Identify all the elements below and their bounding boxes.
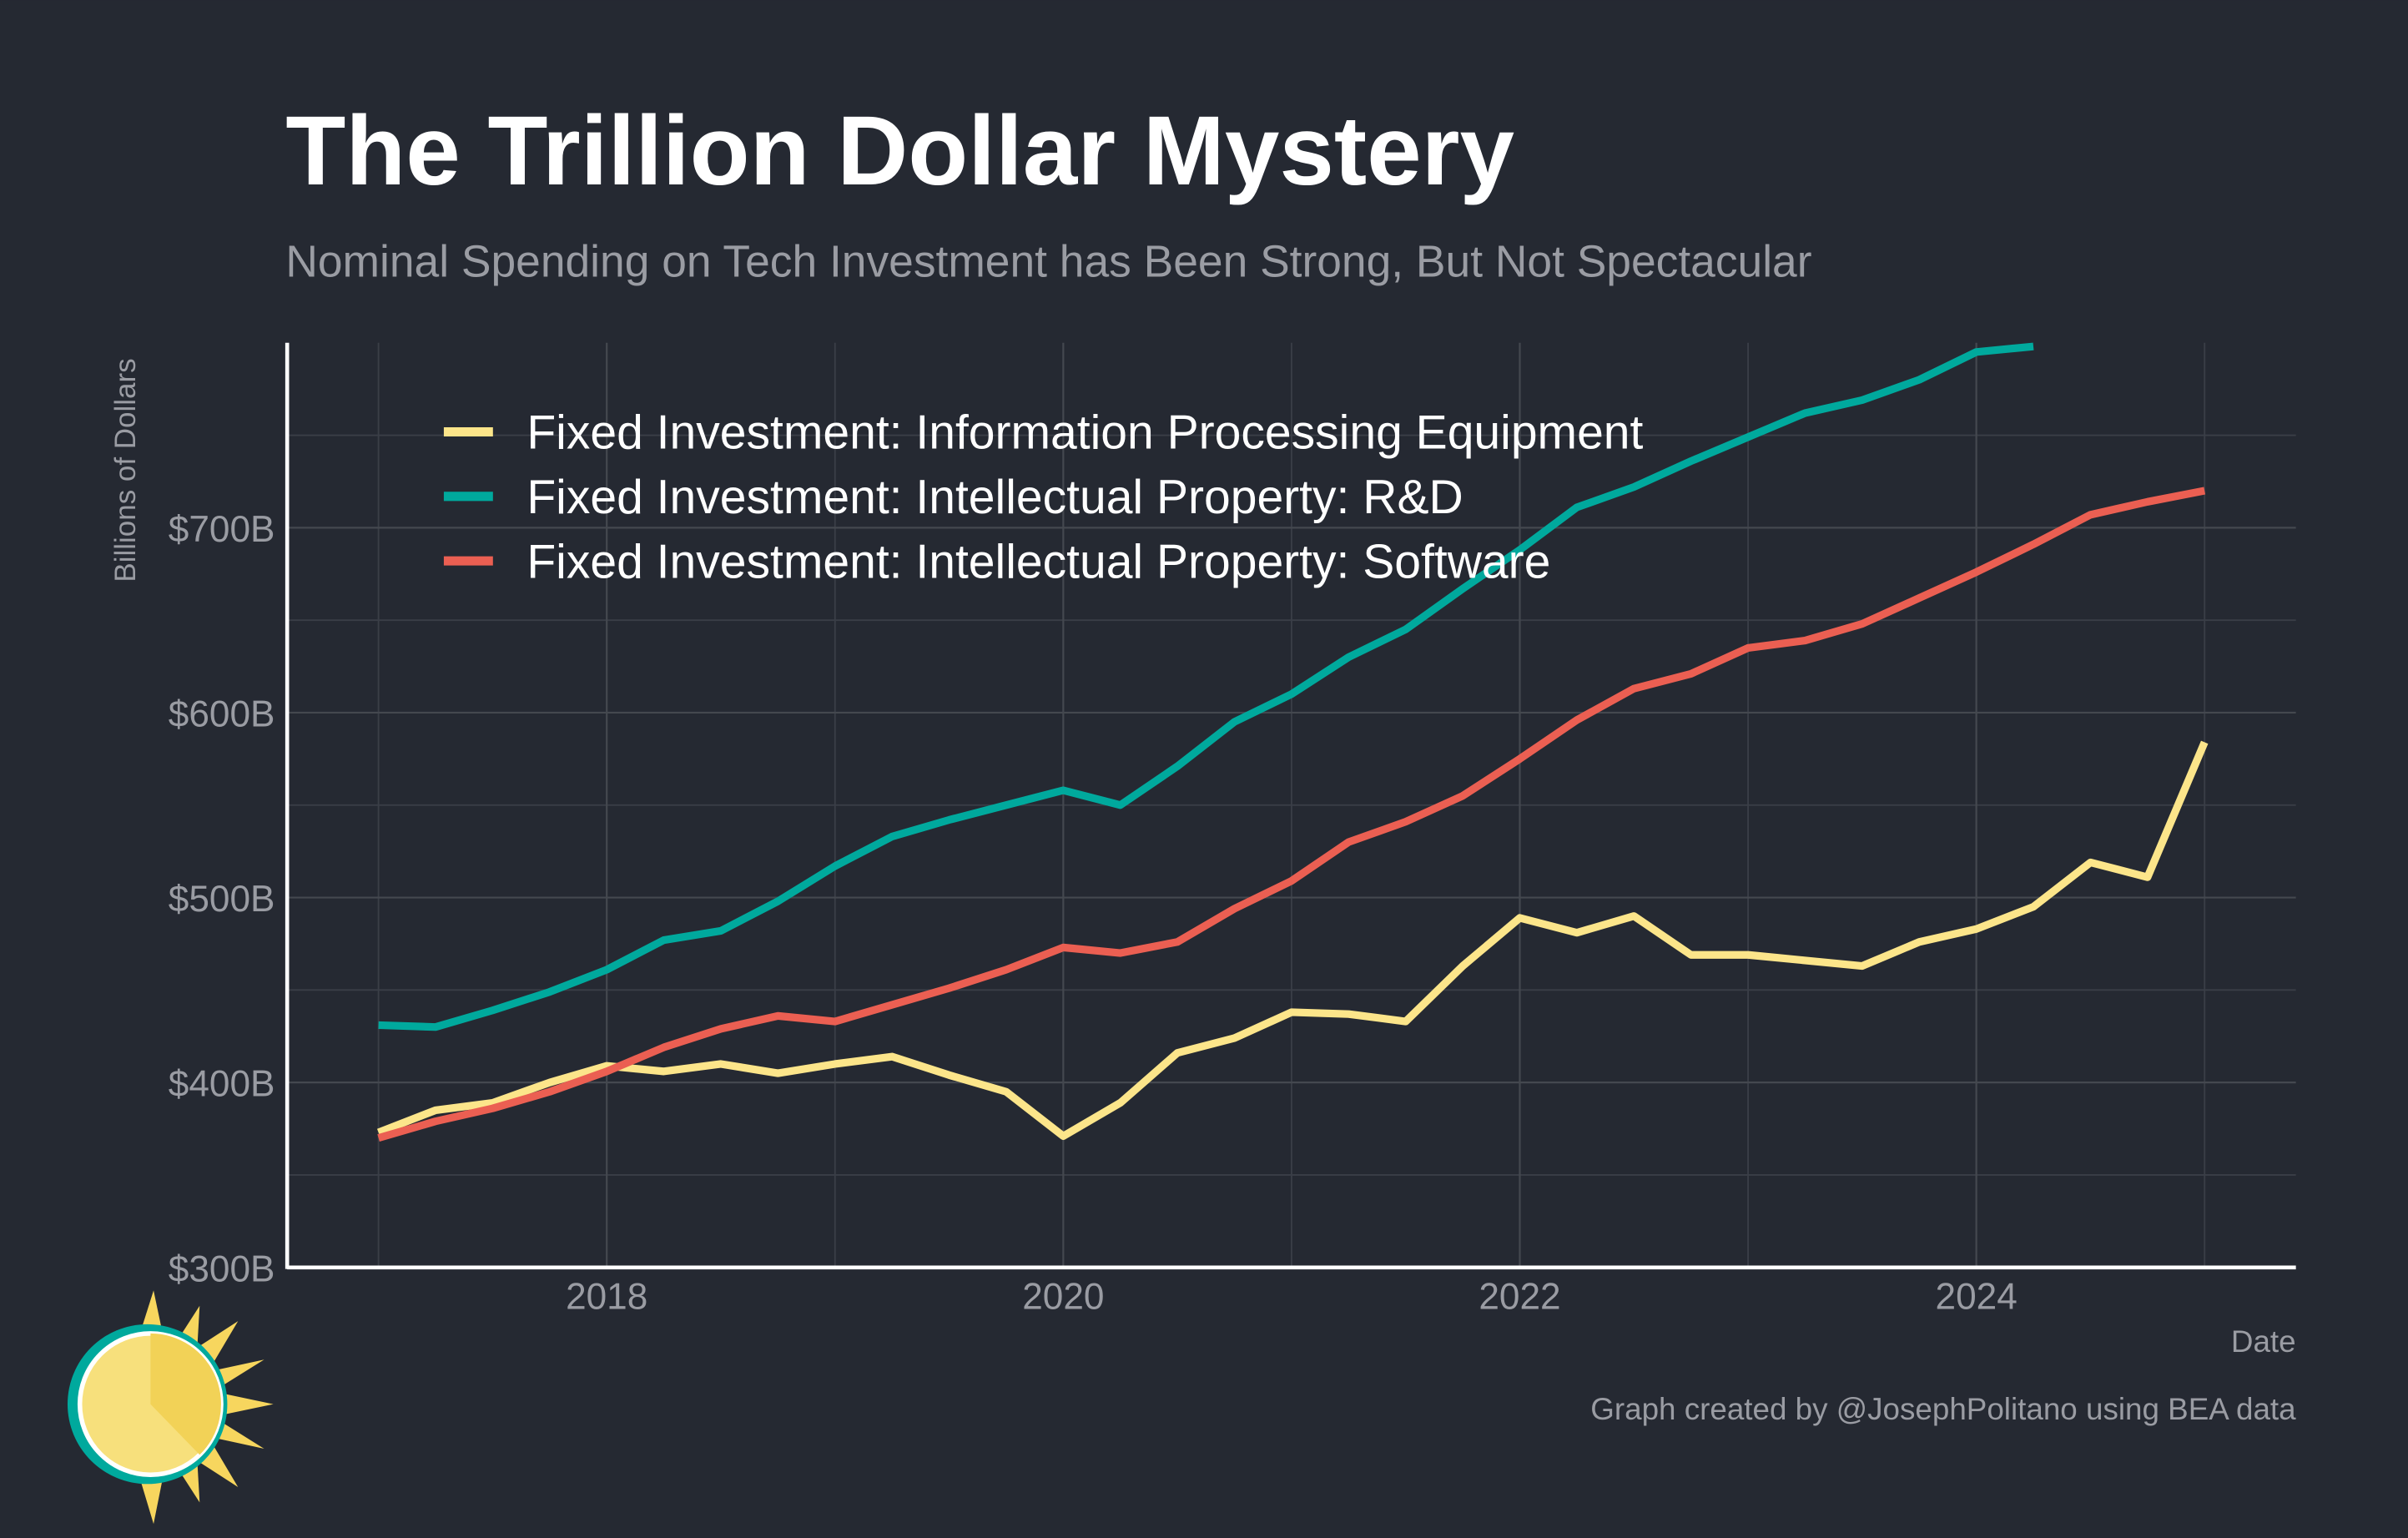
x-tick-label: 2022	[1479, 1276, 1560, 1317]
caption: Graph created by @JosephPolitano using B…	[1590, 1392, 2296, 1426]
logo	[67, 1290, 274, 1525]
line	[376, 740, 2209, 1141]
x-tick-label: 2020	[1022, 1276, 1104, 1317]
legend-label: Fixed Investment: Information Processing…	[526, 406, 1643, 460]
chart-title: The Trillion Dollar Mystery	[285, 95, 1514, 205]
chart-subtitle: Nominal Spending on Tech Investment has …	[285, 238, 1811, 287]
y-tick-label: $300B	[169, 1248, 275, 1289]
y-axis-label: Billions of Dollars	[109, 358, 142, 582]
line	[377, 487, 2206, 1142]
legend-label: Fixed Investment: Intellectual Property:…	[526, 471, 1463, 524]
y-tick-label: $400B	[169, 1064, 275, 1105]
x-tick-label: 2024	[1936, 1276, 2018, 1317]
y-tick-label: $500B	[169, 879, 275, 920]
y-tick-label: $700B	[169, 509, 275, 550]
legend-label: Fixed Investment: Intellectual Property:…	[526, 535, 1550, 588]
y-tick-label: $600B	[169, 694, 275, 735]
line	[378, 342, 2034, 1031]
x-axis-label: Date	[2231, 1324, 2296, 1359]
x-tick-label: 2018	[566, 1276, 647, 1317]
